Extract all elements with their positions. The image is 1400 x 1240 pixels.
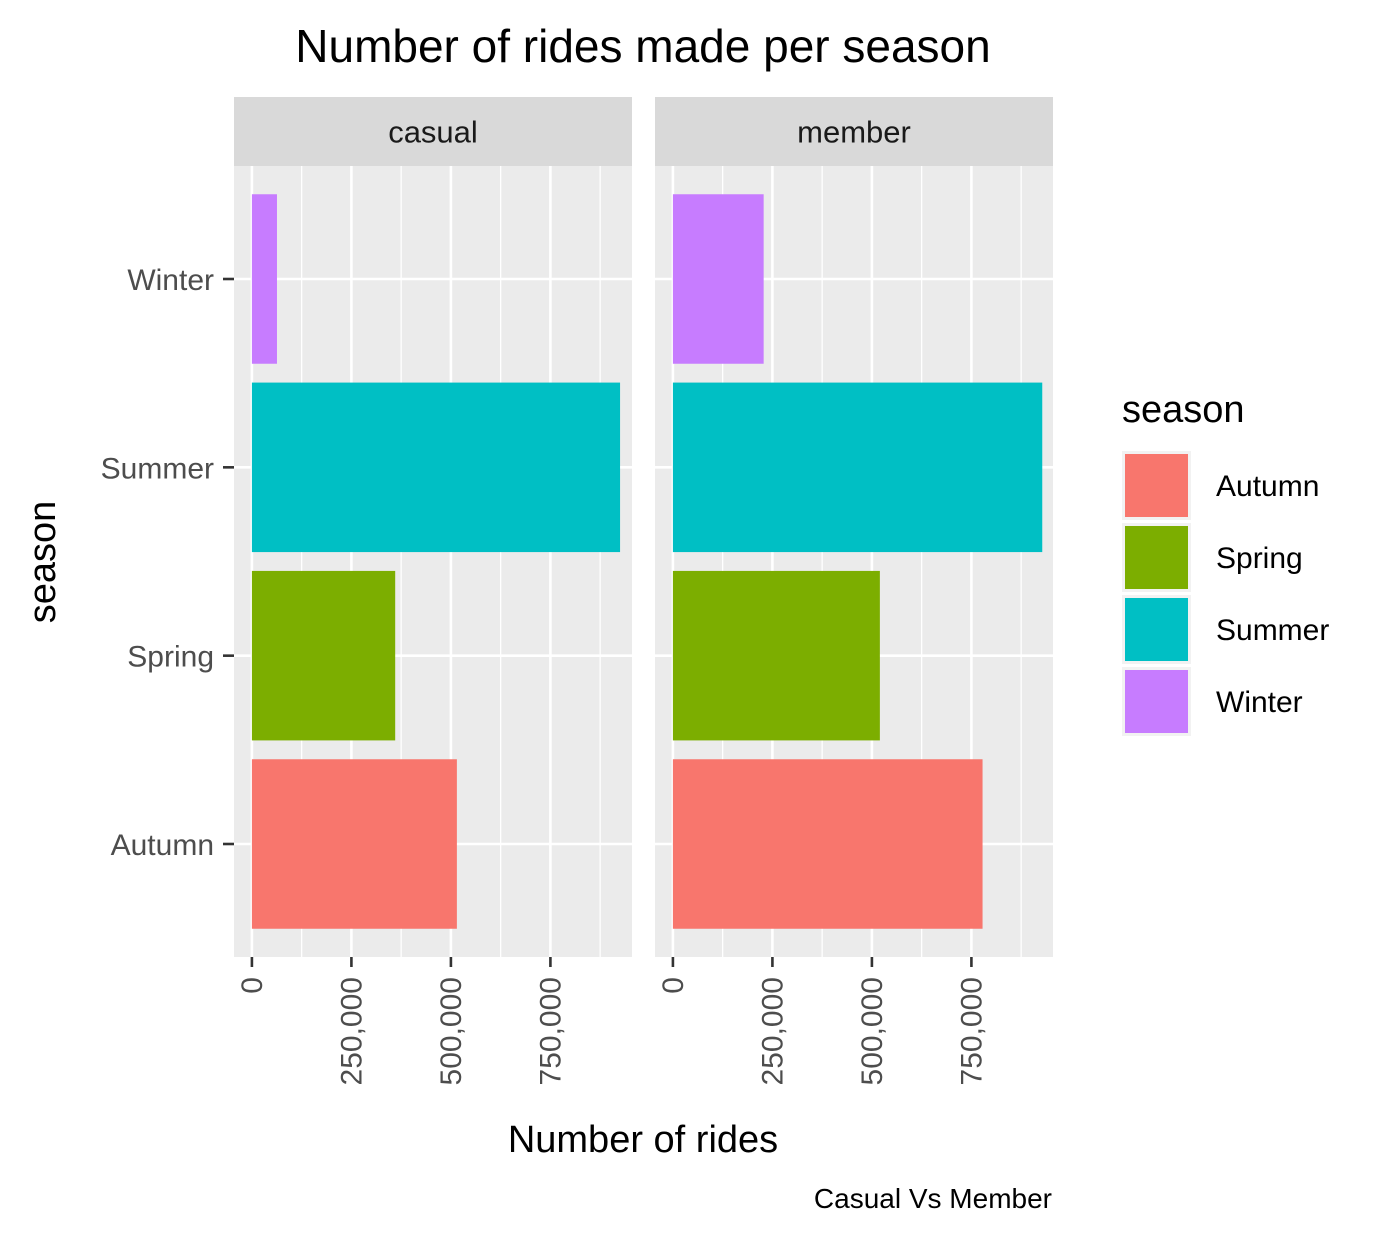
bar-member-autumn [672,759,983,929]
bar-casual-spring [251,570,396,741]
x-tick-label: 750,000 [534,977,567,1085]
facet-strip [234,97,632,166]
y-tick-label: Winter [127,264,214,297]
legend-swatch-autumn [1125,454,1188,517]
chart-caption: Casual Vs Member [814,1183,1052,1214]
facet-panel-casual: casual 0 250,000 500,000 750,000 [234,97,632,1085]
facet-panels: casual 0 250,000 500,000 750,000 member 0 250,0… [234,97,1053,1085]
bar-casual-summer [251,382,621,553]
y-tick-label: Spring [127,641,214,674]
x-axis-title: Number of rides [508,1119,778,1161]
legend-swatch-spring [1125,526,1188,589]
x-tick-label: 500,000 [435,977,468,1085]
x-tick-label: 750,000 [955,977,988,1085]
legend: season Autumn Spring Summer Winter [1122,389,1329,736]
facet-strip-label: casual [388,115,478,150]
legend-swatch-summer [1125,598,1188,661]
legend-items: Autumn Spring Summer Winter [1122,451,1329,736]
x-tick-label: 0 [236,977,269,994]
legend-label: Winter [1216,686,1303,719]
legend-label: Summer [1216,614,1329,647]
y-tick-label: Autumn [111,829,214,862]
chart-title: Number of rides made per season [295,20,990,72]
x-tick-label: 500,000 [856,977,889,1085]
x-tick-label: 250,000 [335,977,368,1085]
bar-member-spring [672,570,880,741]
legend-label: Autumn [1216,470,1319,503]
legend-swatch-winter [1125,670,1188,733]
facet-strip-label: member [797,115,911,150]
legend-title: season [1122,389,1245,431]
facet-strip [655,97,1053,166]
x-tick-label: 0 [657,977,690,994]
legend-label: Spring [1216,542,1303,575]
y-tick-label: Summer [101,452,214,485]
bar-member-winter [672,194,764,364]
bar-casual-autumn [251,759,457,929]
bar-member-summer [672,382,1043,553]
y-axis-title: season [22,501,64,624]
y-axis: Autumn Spring Summer Winter [101,264,234,862]
x-tick-label: 250,000 [756,977,789,1085]
facet-panel-member: member 0 250,000 500,000 750,000 [655,97,1053,1085]
bar-casual-winter [251,194,277,364]
